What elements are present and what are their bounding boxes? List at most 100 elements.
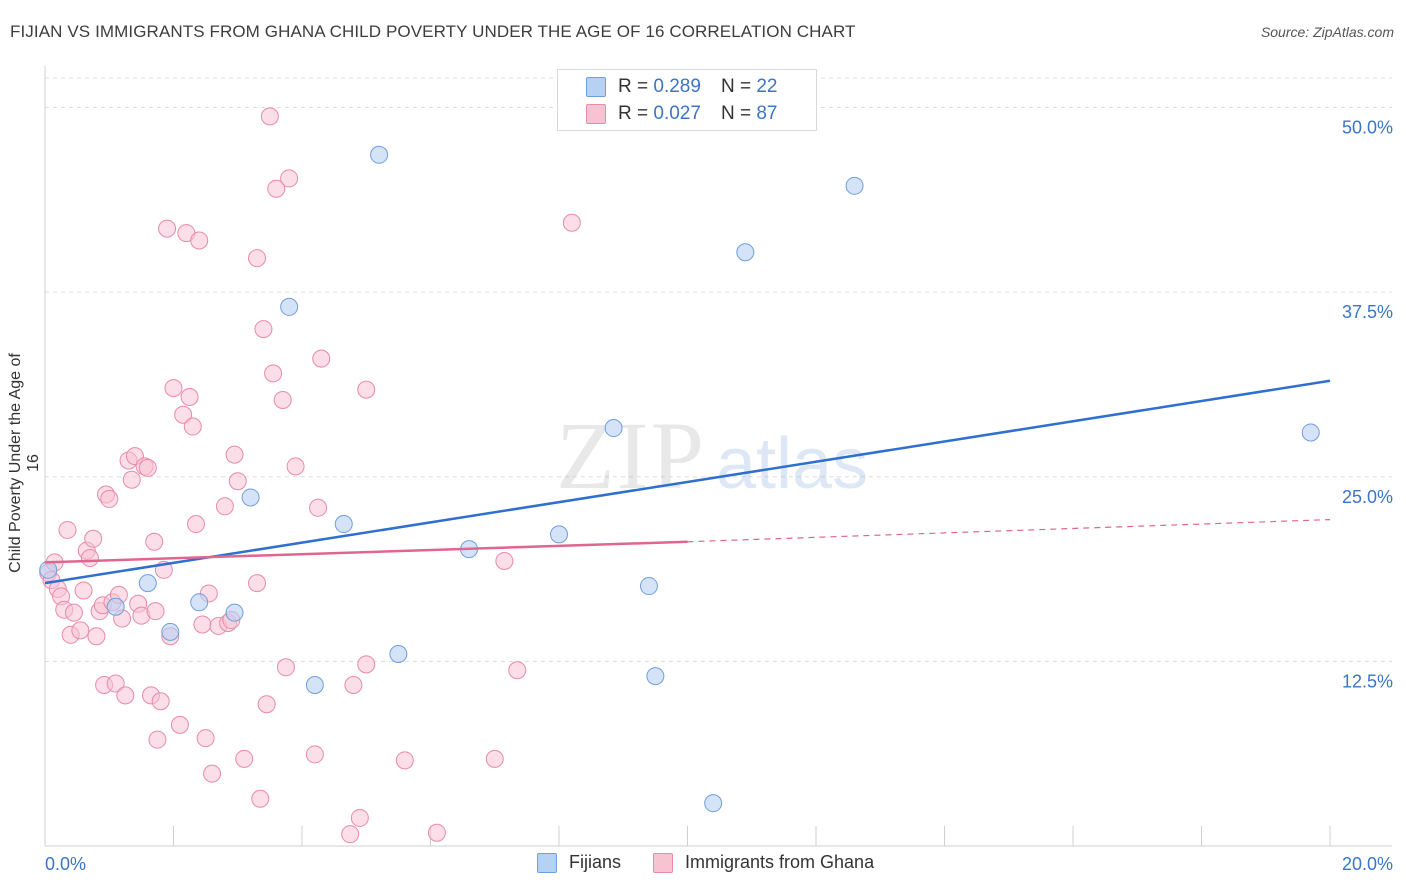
point-ghana (170, 715, 189, 734)
point-ghana (257, 695, 276, 714)
point-fijians (190, 593, 209, 612)
trend-line-fijians (44, 379, 1331, 585)
point-ghana (276, 658, 295, 677)
point-ghana (203, 764, 222, 783)
point-ghana (87, 627, 106, 646)
point-ghana (186, 515, 205, 534)
y-tick-label: 12.5% (1342, 671, 1393, 691)
chart-title: FIJIAN VS IMMIGRANTS FROM GHANA CHILD PO… (10, 22, 856, 41)
point-fijians (225, 603, 244, 622)
legend-n-label: N = (720, 103, 752, 124)
point-ghana (267, 179, 286, 198)
legend-swatch-fijians (586, 77, 606, 97)
point-ghana (235, 749, 254, 768)
legend-r-label: R = (618, 103, 649, 124)
watermark-zip: ZIP (556, 402, 706, 509)
point-fijians (704, 794, 723, 813)
legend-n-value-ghana: 87 (756, 103, 778, 124)
point-ghana (193, 615, 212, 634)
point-fijians (106, 597, 125, 616)
legend-row-ghana: R = 0.027 N = 87 (586, 102, 777, 126)
point-fijians (39, 560, 58, 579)
correlation-legend: R = 0.289 N = 22 R = 0.027 N = 87 (557, 69, 817, 131)
point-ghana (495, 551, 514, 570)
x-tick-label: 0.0% (45, 854, 86, 874)
point-ghana (280, 169, 299, 188)
point-ghana (58, 520, 77, 539)
point-fijians (161, 622, 180, 641)
point-ghana (146, 602, 165, 621)
legend-row-fijians: R = 0.289 N = 22 (586, 75, 777, 99)
point-ghana (100, 489, 119, 508)
point-fijians (639, 577, 658, 596)
point-ghana (145, 532, 164, 551)
point-ghana (341, 825, 360, 844)
point-ghana (309, 498, 328, 517)
legend-swatch-ghana (653, 852, 674, 873)
point-ghana (427, 823, 446, 842)
point-ghana (350, 808, 369, 827)
point-ghana (508, 661, 527, 680)
legend-n-value-fijians: 22 (756, 76, 778, 97)
point-fijians (138, 574, 157, 593)
point-ghana (174, 405, 193, 424)
point-ghana (215, 497, 234, 516)
legend-r-value-fijians: 0.289 (653, 76, 701, 97)
series-fijians (39, 145, 1320, 813)
legend-item-fijians[interactable]: Fijians (537, 852, 621, 873)
watermark: ZIP atlas (556, 402, 868, 509)
point-fijians (1301, 423, 1320, 442)
point-ghana (248, 249, 267, 268)
watermark-atlas: atlas (716, 424, 868, 504)
point-ghana (485, 749, 504, 768)
legend-item-ghana[interactable]: Immigrants from Ghana (653, 852, 874, 873)
y-tick-label: 37.5% (1342, 302, 1393, 322)
point-fijians (334, 515, 353, 534)
point-ghana (183, 417, 202, 436)
point-ghana (260, 107, 279, 126)
point-ghana (273, 390, 292, 409)
legend-swatch-ghana (586, 104, 606, 124)
legend-n-label: N = (720, 76, 752, 97)
point-fijians (604, 419, 623, 438)
point-ghana (254, 320, 273, 339)
point-fijians (280, 297, 299, 316)
point-ghana (64, 603, 83, 622)
point-ghana (84, 529, 103, 548)
trend-lines (44, 379, 1331, 585)
point-ghana (148, 730, 167, 749)
point-ghana (106, 674, 125, 693)
point-ghana (80, 549, 99, 567)
point-ghana (562, 213, 581, 232)
point-ghana (164, 379, 183, 398)
legend-r-value-ghana: 0.027 (653, 103, 701, 124)
point-ghana (344, 676, 363, 695)
tick-labels: 12.5% 25.0% 37.5% 50.0% 0.0% 20.0% (45, 118, 1393, 874)
point-ghana (122, 470, 141, 489)
point-ghana (357, 380, 376, 399)
point-fijians (370, 145, 389, 164)
legend-swatch-fijians (537, 852, 557, 873)
point-ghana (251, 789, 270, 808)
point-ghana (71, 621, 90, 640)
point-ghana (248, 574, 267, 593)
point-ghana (151, 692, 170, 711)
point-ghana (180, 388, 199, 407)
point-fijians (736, 243, 755, 262)
point-fijians (241, 488, 260, 507)
point-ghana (196, 729, 215, 748)
point-ghana (190, 231, 209, 250)
point-ghana (312, 349, 331, 368)
grid-lines (45, 77, 1392, 662)
point-ghana (264, 364, 283, 383)
point-ghana (395, 751, 414, 770)
point-fijians (389, 645, 408, 663)
series-immigrants-from-ghana (39, 107, 581, 844)
trend-line-ghana (44, 540, 688, 564)
y-tick-label: 50.0% (1342, 118, 1393, 138)
point-ghana (357, 655, 376, 674)
point-ghana (286, 457, 305, 476)
x-tick-label: 20.0% (1342, 854, 1393, 874)
legend-label-fijians: Fijians (569, 852, 622, 872)
